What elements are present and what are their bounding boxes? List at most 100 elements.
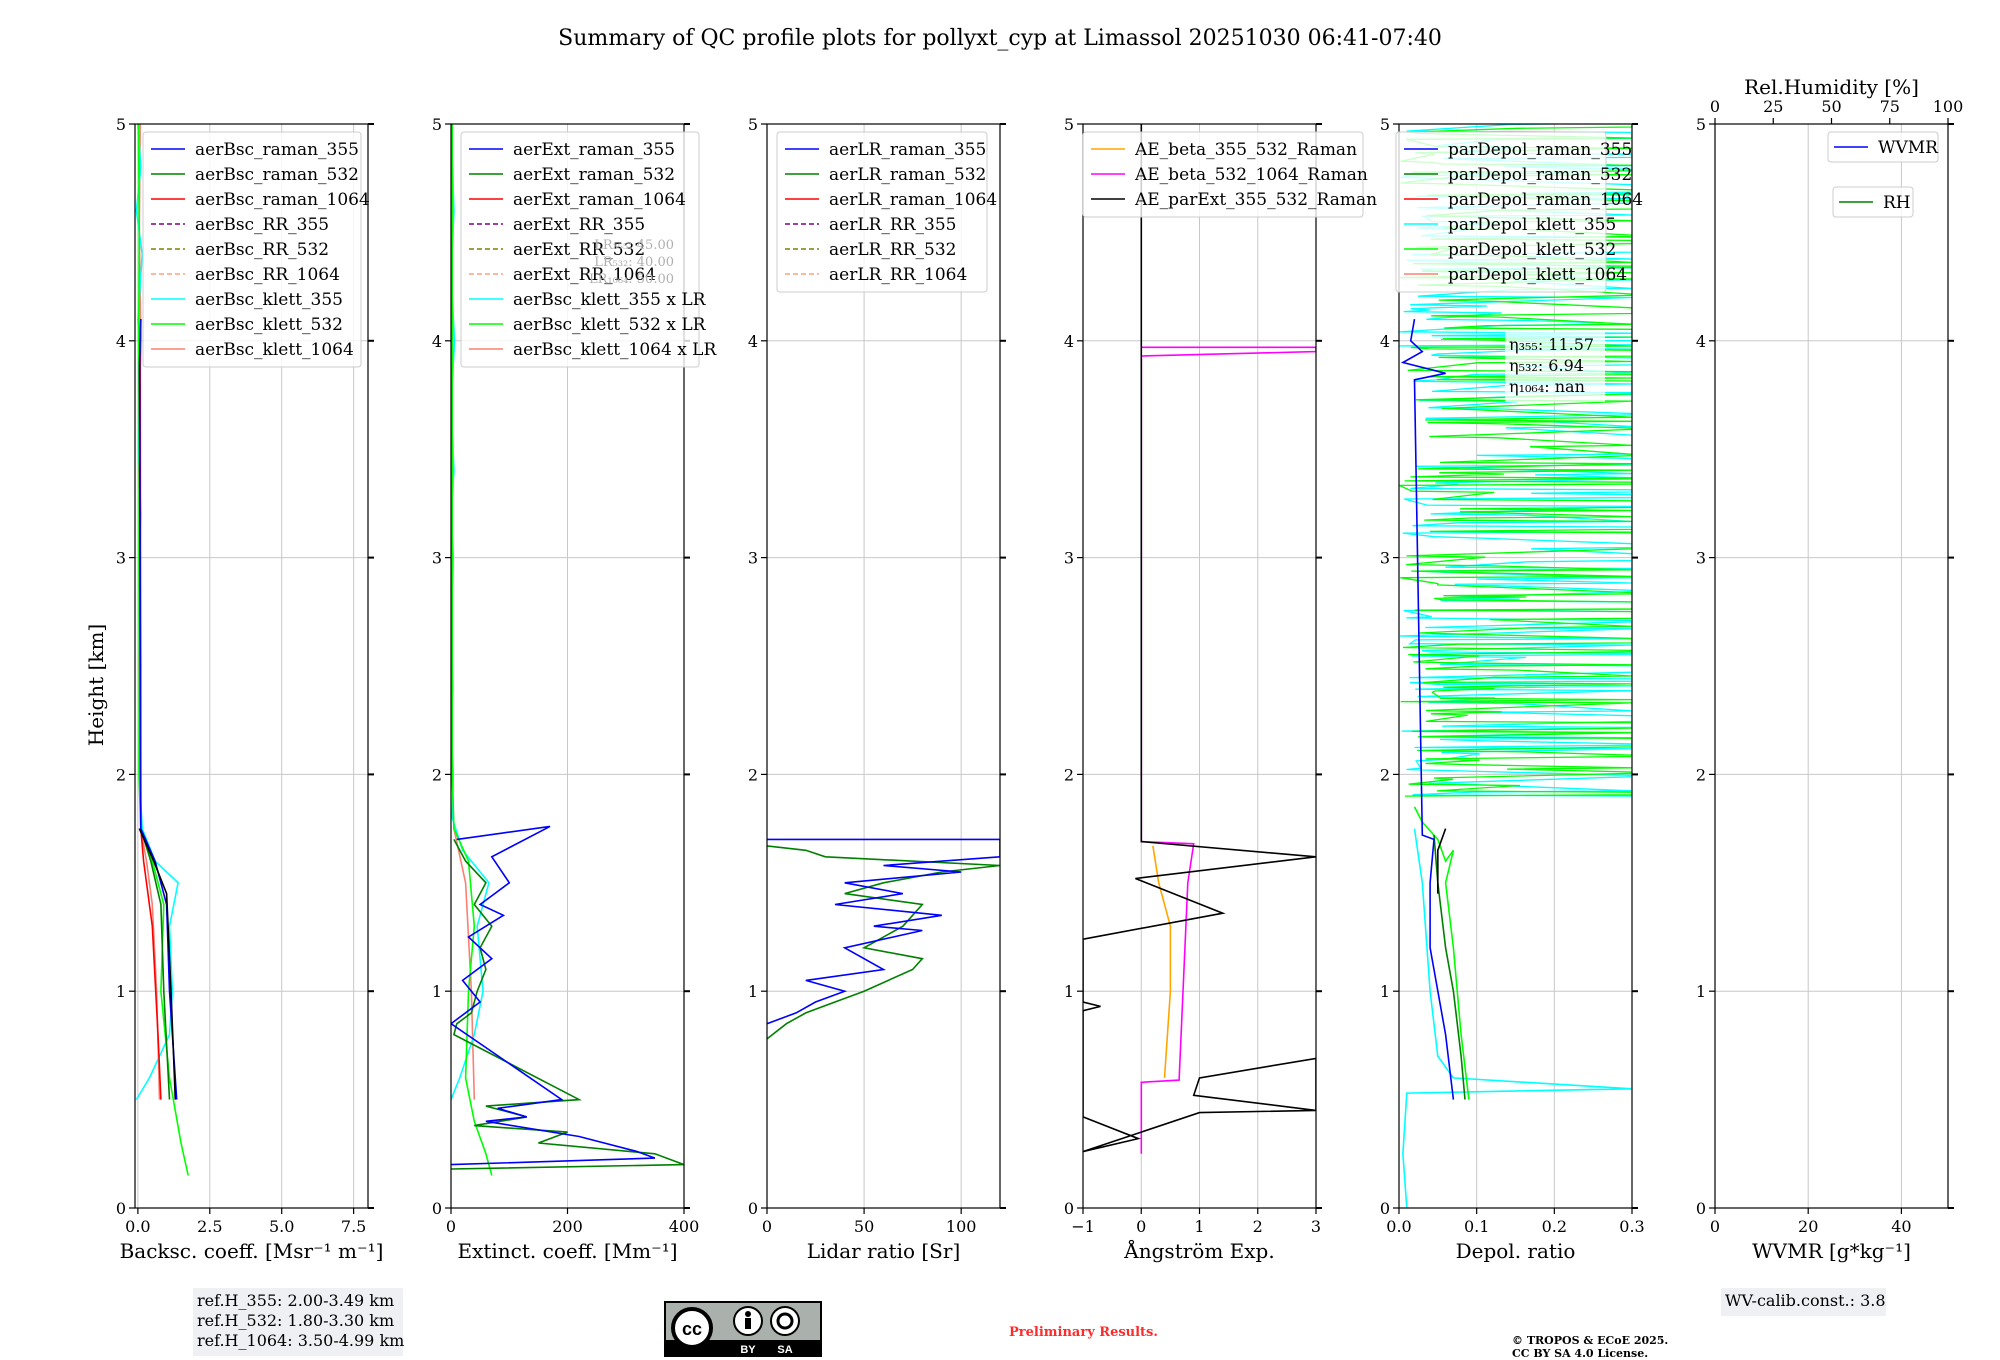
data-area-lr (767, 838, 1000, 1040)
top-x-tick-label: 25 (1763, 97, 1783, 116)
aerBsc_raman_532-line (138, 319, 171, 1100)
cc-sa-label: SA (777, 1344, 792, 1356)
parDepol_raman_1064-legend-label: parDepol_raman_1064 (1448, 190, 1643, 210)
parDepol_raman_532-legend-label: parDepol_raman_532 (1448, 165, 1632, 185)
x-tick-label: 0.0 (125, 1217, 150, 1236)
eta-value-label: η₅₃₂: 6.94 (1509, 356, 1584, 375)
lr-value-label: LR₅₃₂: 40.00 (594, 255, 674, 270)
x-tick-label: −1 (1071, 1217, 1095, 1236)
y-tick-label: 4 (748, 332, 758, 351)
x-axis-label: Extinct. coeff. [Mm⁻¹] (457, 1239, 677, 1263)
y-tick-label: 4 (1064, 332, 1074, 351)
data-area-ae (1083, 124, 1316, 1154)
x-tick-label: 1 (1194, 1217, 1204, 1236)
lr-value-label: LR₁₀₆₄: 50.00 (589, 272, 674, 287)
y-tick-label: 2 (1696, 765, 1706, 784)
legend-box (142, 131, 362, 368)
aerLR_raman_355-line (767, 838, 1000, 1025)
x-axis-label: Backsc. coeff. [Msr⁻¹ m⁻¹] (120, 1239, 384, 1263)
aerExt_RR_532-legend-label: aerExt_RR_532 (513, 240, 645, 260)
y-tick-label: 0 (116, 1199, 126, 1218)
x-tick-label: 0.3 (1619, 1217, 1644, 1236)
parDepol_raman_355-line (1400, 318, 1455, 1100)
WVMR-legend-label: WVMR (1878, 138, 1939, 158)
AE_parExt_355_532_Raman-line (1083, 124, 1316, 1153)
aerExt_raman_355-legend-label: aerExt_raman_355 (513, 140, 675, 160)
y-tick-label: 1 (748, 982, 758, 1001)
y-axis-label: Height [km] (84, 624, 108, 746)
eta-value-label: η₃₅₅: 11.57 (1509, 335, 1594, 354)
y-tick-label: 1 (1696, 982, 1706, 1001)
y-tick-label: 4 (1380, 332, 1390, 351)
aerLR_RR_355-legend-label: aerLR_RR_355 (829, 215, 956, 235)
legend-lr: aerLR_raman_355 aerLR_raman_532 aerLR_rama… (776, 131, 997, 293)
aerLR_RR_532-legend-label: aerLR_RR_532 (829, 240, 956, 260)
aerExt_raman_532-line (451, 839, 684, 1170)
parDepol_raman_532-line (1433, 835, 1466, 1100)
axes-frame (1398, 123, 1633, 1209)
aerLR_raman_532-legend-label: aerLR_raman_532 (829, 165, 986, 185)
x-tick-label: 3 (1311, 1217, 1321, 1236)
panel-depol: 0.0 0.1 0.2 0.3 0 1 2 3 4 5 Depol. ratio parDepol_r… (1380, 115, 1645, 1263)
aerBsc_raman_355-legend-label: aerBsc_raman_355 (195, 140, 359, 160)
aerBsc_raman_532-legend-label: aerBsc_raman_532 (195, 165, 359, 185)
y-tick-label: 0 (748, 1199, 758, 1218)
x-tick-label: 20 (1798, 1217, 1818, 1236)
parDepol_klett_355-line (1402, 828, 1632, 1208)
aerBsc_RR_355-legend-label: aerBsc_RR_355 (195, 215, 329, 235)
top-x-tick-label: 75 (1880, 97, 1900, 116)
annotation-line: ref.H_355: 2.00-3.49 km (197, 1291, 394, 1310)
x-tick-label: 7.5 (341, 1217, 366, 1236)
legend-box (460, 131, 700, 368)
axes-frame (766, 123, 1001, 1209)
aerExt_RR_1064-legend-label: aerExt_RR_1064 (513, 265, 656, 285)
annotation-line: ref.H_1064: 3.50-4.99 km (197, 1331, 404, 1350)
aerExt_raman_355-line (451, 825, 656, 1166)
y-tick-label: 5 (748, 115, 758, 134)
parDepol_klett_532-line (1413, 806, 1470, 1100)
legend-box (1395, 131, 1607, 293)
aerBsc_klett_532 x LR-legend-label: aerBsc_klett_532 x LR (513, 315, 707, 335)
annotation-line: ref.H_532: 1.80-3.30 km (197, 1311, 394, 1330)
aerBsc_raman_1064-legend-label: aerBsc_raman_1064 (195, 190, 370, 210)
share-alike-icon (770, 1306, 800, 1336)
aerLR_raman_355-legend-label: aerLR_raman_355 (829, 140, 986, 160)
y-tick-label: 5 (1380, 115, 1390, 134)
eta-label-box (1505, 332, 1605, 402)
cc-by-label: BY (740, 1344, 756, 1356)
data-area-ext (451, 124, 684, 1176)
y-tick-label: 1 (1064, 982, 1074, 1001)
y-tick-label: 0 (1064, 1199, 1074, 1218)
x-tick-label: 0 (762, 1217, 772, 1236)
legend-wv: WVMR RH (1827, 131, 1939, 218)
AE_beta_355_532_Raman-line (1152, 845, 1172, 1078)
y-tick-label: 2 (1380, 765, 1390, 784)
aerBsc_raman_1064-line (139, 319, 162, 1100)
y-tick-label: 4 (116, 332, 126, 351)
legend-box (1827, 131, 1939, 163)
AE_beta_355_532_Raman-legend-label: AE_beta_355_532_Raman (1134, 140, 1357, 160)
panel-lr: 0 50 100 0 1 2 3 4 5 Lidar ratio [Sr] aerLR_raman_… (748, 115, 1006, 1263)
lr-value-label: LR₃₅₅: 45.00 (594, 238, 674, 253)
aerBsc_klett_532 x LR-line (451, 124, 493, 1176)
svg-text:cc: cc (682, 1319, 702, 1339)
parDepol_klett_532-legend-label: parDepol_klett_532 (1448, 240, 1616, 260)
y-tick-label: 2 (116, 765, 126, 784)
aerBsc_klett_355-legend-label: aerBsc_klett_355 (195, 290, 343, 310)
y-tick-label: 5 (116, 115, 126, 134)
x-tick-label: 200 (552, 1217, 583, 1236)
x-tick-label: 0.2 (1542, 1217, 1567, 1236)
x-tick-label: 0 (446, 1217, 456, 1236)
cc-license-badge[interactable]: cc BY SA (664, 1301, 822, 1357)
aerBsc_raman_355-line (138, 319, 178, 1100)
legend-ext: aerExt_raman_355 aerExt_raman_532 aerExt_r… (460, 131, 717, 368)
legend-box (776, 131, 988, 293)
y-tick-label: 4 (1696, 332, 1706, 351)
y-tick-label: 3 (1380, 549, 1390, 568)
legend-ae: AE_beta_355_532_Raman AE_beta_532_1064_Ra… (1082, 131, 1377, 218)
parDepol_dark-line (1437, 828, 1447, 894)
x-tick-label: 100 (946, 1217, 977, 1236)
x-tick-label: 0 (1710, 1217, 1720, 1236)
